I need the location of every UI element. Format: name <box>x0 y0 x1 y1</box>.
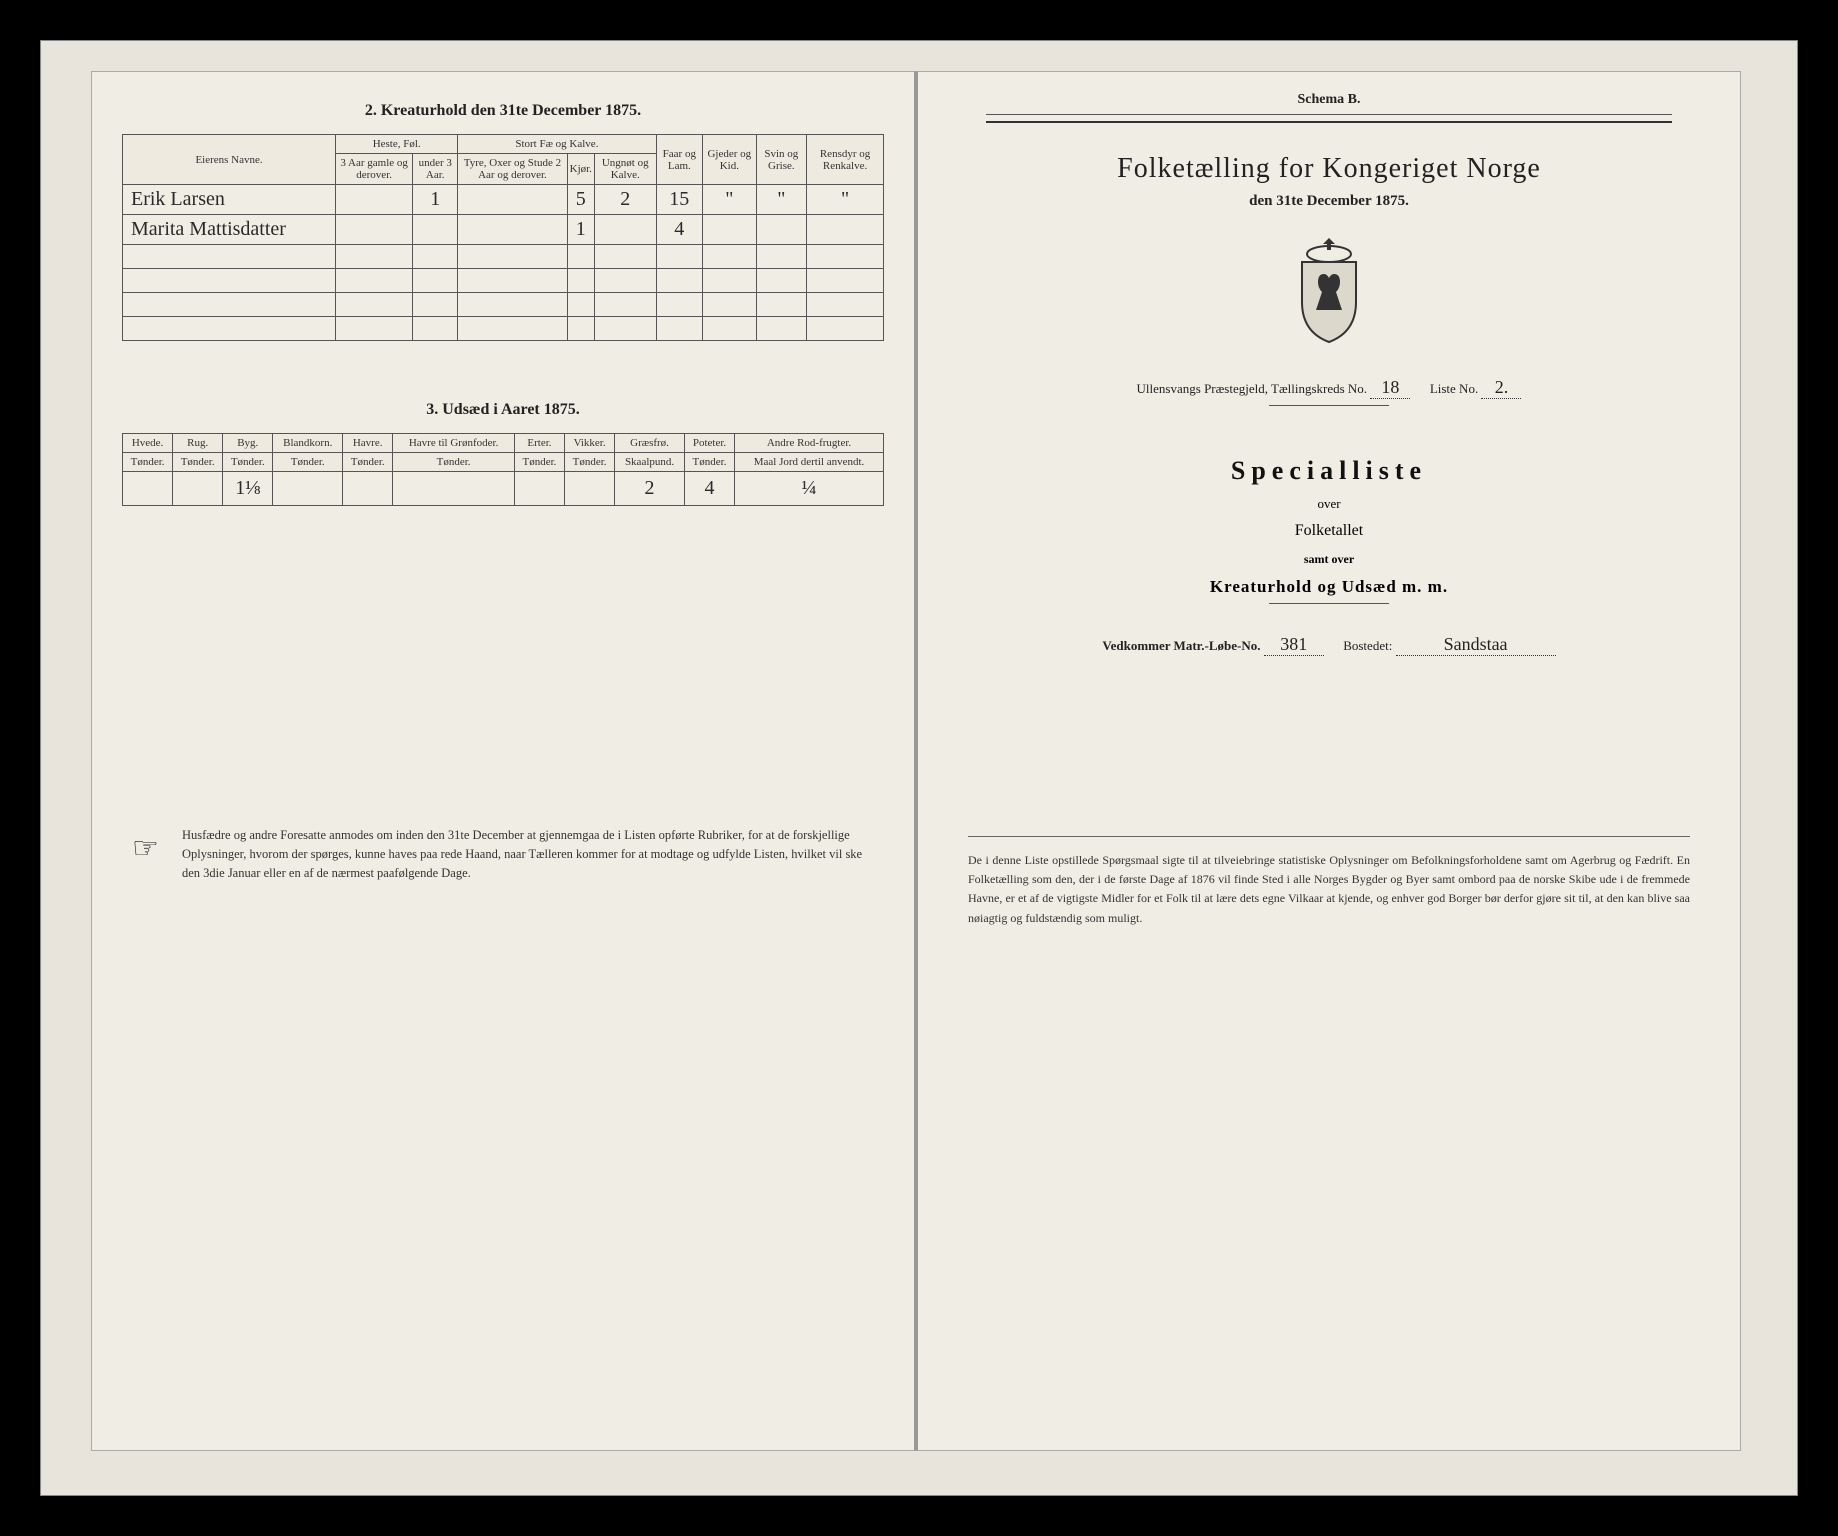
col-subheader: Tyre, Oxer og Stude 2 Aar og derover. <box>458 154 567 185</box>
col-header: Byg. <box>223 434 273 453</box>
kreds-no: 18 <box>1370 377 1410 399</box>
col-unit: Tønder. <box>343 453 393 472</box>
label: over <box>948 496 1710 512</box>
col-header: Heste, Føl. <box>336 135 458 154</box>
table-row: Tønder. Tønder. Tønder. Tønder. Tønder. … <box>123 453 884 472</box>
col-header: Græsfrø. <box>615 434 685 453</box>
col-unit: Tønder. <box>273 453 343 472</box>
specialliste-title: Specialliste <box>948 456 1710 486</box>
label: samt over <box>948 552 1710 567</box>
col-header: Poteter. <box>684 434 734 453</box>
col-unit: Tønder. <box>393 453 515 472</box>
divider <box>1269 405 1389 406</box>
col-header: Stort Fæ og Kalve. <box>458 135 656 154</box>
col-header: Rug. <box>173 434 223 453</box>
col-header: Vikker. <box>565 434 615 453</box>
udsaed-table: Hvede. Rug. Byg. Blandkorn. Havre. Havre… <box>122 433 884 506</box>
col-subheader: 3 Aar gamle og derover. <box>336 154 413 185</box>
col-header: Eierens Navne. <box>123 135 336 185</box>
col-header: Erter. <box>514 434 564 453</box>
col-header: Blandkorn. <box>273 434 343 453</box>
table-row <box>123 245 884 269</box>
col-header: Svin og Grise. <box>756 135 807 185</box>
divider <box>986 121 1672 123</box>
section3-title: 3. Udsæd i Aaret 1875. <box>122 401 884 419</box>
col-unit: Tønder. <box>123 453 173 472</box>
coat-of-arms-icon <box>948 236 1710 351</box>
section2-title: 2. Kreaturhold den 31te December 1875. <box>122 102 884 120</box>
liste-no: 2. <box>1481 377 1521 399</box>
parish-line: Ullensvangs Præstegjeld, Tællingskreds N… <box>948 377 1710 399</box>
matr-line: Vedkommer Matr.-Løbe-No. 381 Bostedet: S… <box>948 634 1710 656</box>
table-row <box>123 269 884 293</box>
book-spread: 2. Kreaturhold den 31te December 1875. E… <box>91 71 1741 1451</box>
col-header: Gjeder og Kid. <box>703 135 756 185</box>
col-subheader: under 3 Aar. <box>413 154 458 185</box>
table-row: Marita Mattisdatter 1 4 <box>123 215 884 245</box>
col-header: Faar og Lam. <box>656 135 703 185</box>
scan-frame: 2. Kreaturhold den 31te December 1875. E… <box>40 40 1798 1496</box>
matr-no: 381 <box>1264 634 1324 656</box>
bostedet: Sandstaa <box>1396 634 1556 656</box>
col-header: Hvede. <box>123 434 173 453</box>
col-header: Rensdyr og Renkalve. <box>807 135 884 185</box>
col-unit: Tønder. <box>514 453 564 472</box>
table-row <box>123 317 884 341</box>
table-row: Eierens Navne. Heste, Føl. Stort Fæ og K… <box>123 135 884 154</box>
col-header: Havre til Grønfoder. <box>393 434 515 453</box>
left-page: 2. Kreaturhold den 31te December 1875. E… <box>91 71 916 1451</box>
table-row <box>123 293 884 317</box>
col-unit: Tønder. <box>223 453 273 472</box>
col-unit: Tønder. <box>565 453 615 472</box>
col-header: Havre. <box>343 434 393 453</box>
col-unit: Tønder. <box>684 453 734 472</box>
label: Folketallet <box>948 522 1710 540</box>
col-unit: Maal Jord dertil anvendt. <box>735 453 884 472</box>
instruction-text: ☞ Husfædre og andre Foresatte anmodes om… <box>122 826 884 882</box>
col-subheader: Kjør. <box>567 154 594 185</box>
owner-name: Marita Mattisdatter <box>123 215 336 245</box>
table-row: 1⅛ 2 4 ¼ <box>123 472 884 506</box>
footnote-text: De i denne Liste opstillede Spørgsmaal s… <box>968 836 1690 928</box>
divider <box>986 114 1672 115</box>
right-page: Schema B. Folketælling for Kongeriget No… <box>916 71 1741 1451</box>
table-row: Erik Larsen 1 5 2 15 " " " <box>123 185 884 215</box>
col-header: Andre Rod-frugter. <box>735 434 884 453</box>
table-row: Hvede. Rug. Byg. Blandkorn. Havre. Havre… <box>123 434 884 453</box>
census-date: den 31te December 1875. <box>948 193 1710 210</box>
col-unit: Skaalpund. <box>615 453 685 472</box>
pointing-hand-icon: ☞ <box>132 826 159 871</box>
divider <box>1269 603 1389 604</box>
owner-name: Erik Larsen <box>123 185 336 215</box>
schema-label: Schema B. <box>948 92 1710 108</box>
col-unit: Tønder. <box>173 453 223 472</box>
col-subheader: Ungnøt og Kalve. <box>594 154 656 185</box>
kreaturhold-table: Eierens Navne. Heste, Føl. Stort Fæ og K… <box>122 134 884 341</box>
label: Kreaturhold og Udsæd m. m. <box>948 577 1710 597</box>
census-title: Folketælling for Kongeriget Norge <box>948 153 1710 185</box>
